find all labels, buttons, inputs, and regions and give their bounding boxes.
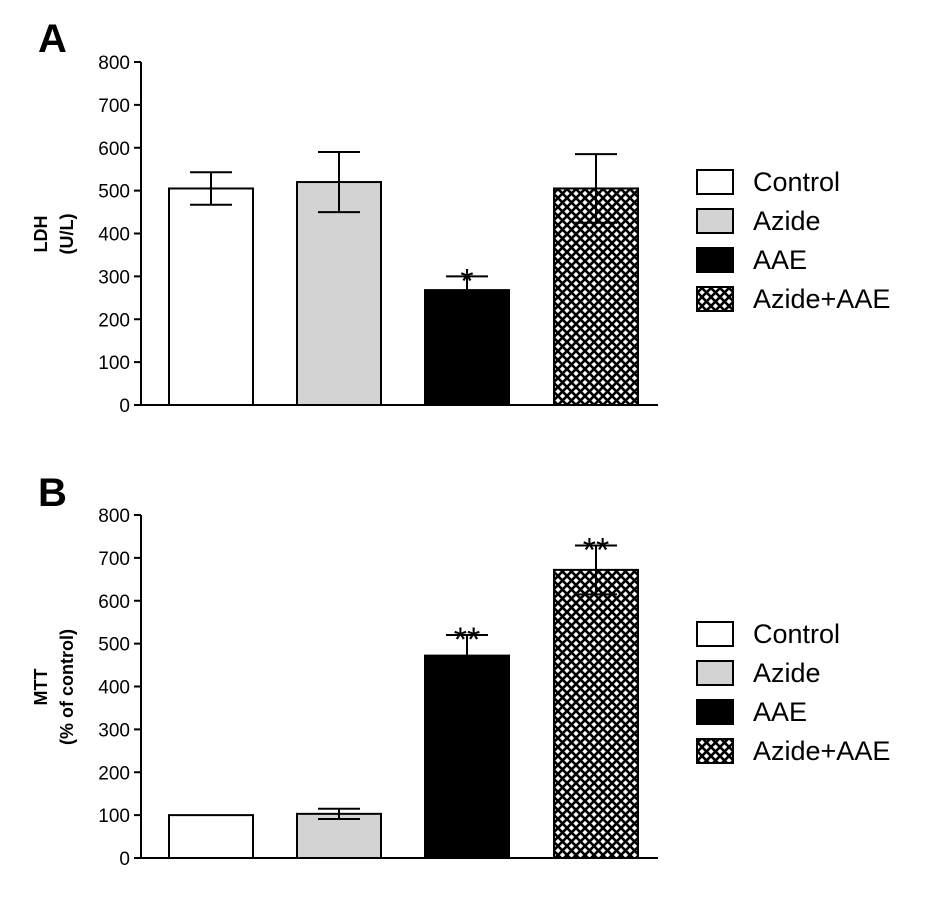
legend-label: AAE [753,245,807,275]
significance-marker: ** [583,531,609,569]
bar-control [168,187,254,406]
y-axis-label-line1: MTT [31,669,51,706]
legend-swatch [696,660,734,686]
significance-marker: ** [454,621,480,659]
y-tick-label: 0 [119,396,130,417]
y-tick-label: 200 [98,310,130,331]
legend-swatch [696,247,734,273]
legend-swatch [696,286,734,312]
bar-azide [296,812,382,859]
bars: * [168,151,639,406]
legend-label: Azide [753,658,821,688]
legend-swatch [696,169,734,195]
bar-azide-aae [553,568,639,859]
legend-label: Azide+AAE [753,736,890,766]
y-tick-label: 200 [98,763,130,784]
panel-b: B MTT (% of control) 0 100 200 300 400 500 600… [31,471,890,870]
significance-marker: * [460,262,473,300]
y-tick-label: 600 [98,592,130,613]
y-tick-label: 300 [98,267,130,288]
y-tick-label: 0 [119,849,130,870]
legend-label: AAE [753,697,807,727]
legend-swatch [696,208,734,234]
y-tick-label: 500 [98,182,130,203]
y-tick-label: 700 [98,549,130,570]
legend-label: Azide+AAE [753,284,890,314]
legend-label: Control [753,167,840,197]
y-tick-label: 400 [98,225,130,246]
bar-azide-aae [553,187,639,406]
legend-swatch [696,621,734,647]
bar-control [168,814,254,859]
y-tick-label: 100 [98,353,130,374]
y-tick-label: 100 [98,806,130,827]
bar-azide [296,181,382,406]
panel-letter: A [38,17,67,61]
bars: ** ** [168,531,639,859]
bar-aae [424,654,510,859]
legend-swatch [696,738,734,764]
y-tick-label: 700 [98,96,130,117]
y-tick-label: 500 [98,635,130,656]
panel-letter: B [38,471,67,515]
y-axis-label-line2: (% of control) [57,629,77,745]
y-axis-label-line1: LDH [31,216,51,253]
y-tick-label: 800 [98,53,130,74]
bar-aae [424,289,510,406]
y-tick-label: 600 [98,139,130,160]
y-tick-label: 400 [98,678,130,699]
legend-swatch [696,699,734,725]
y-tick-label: 300 [98,720,130,741]
y-axis-label-line2: (U/L) [57,214,77,255]
legend-label: Control [753,619,840,649]
legend: Control Azide AAE Azide+AAE [696,619,890,766]
legend-label: Azide [753,206,821,236]
y-tick-label: 800 [98,506,130,527]
axes: 0 100 200 300 400 500 600 700 800 [98,53,658,417]
legend: Control Azide AAE Azide+AAE [696,167,890,314]
